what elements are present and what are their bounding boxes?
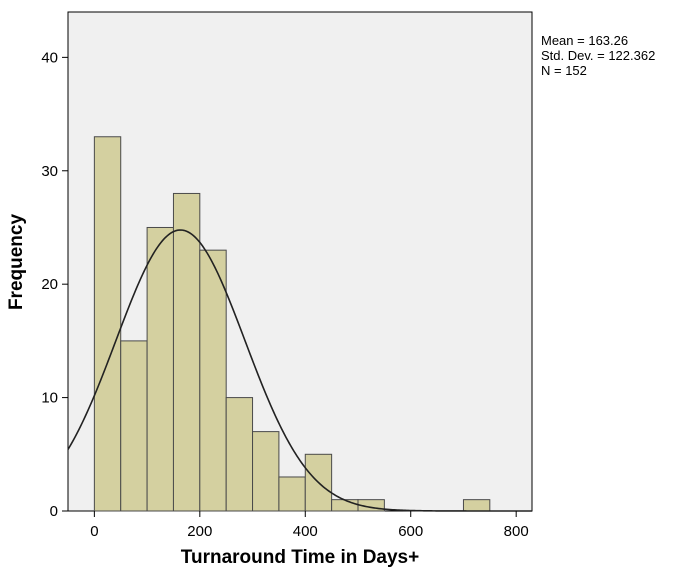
stats-n: N = 152: [541, 63, 587, 78]
y-tick-label: 30: [41, 163, 58, 180]
histogram-bar: [225, 397, 254, 512]
histogram-bar: [93, 136, 122, 512]
histogram-bar: [120, 340, 148, 512]
x-axis-ticks: 0 200 400 600 800: [90, 511, 529, 540]
histogram-bar: [199, 249, 227, 512]
y-tick-label: 10: [41, 390, 58, 407]
histogram-bar: [146, 226, 174, 512]
histogram-bar: [172, 192, 201, 512]
x-tick-label: 400: [293, 523, 318, 540]
histogram-bar: [462, 499, 491, 512]
y-axis-title: Frequency: [6, 214, 27, 311]
x-tick-label: 600: [398, 523, 423, 540]
x-axis-title: Turnaround Time in Days+: [181, 547, 419, 568]
y-tick-label: 40: [41, 49, 58, 66]
histogram-bar: [331, 499, 359, 512]
histogram-bar: [252, 431, 280, 512]
y-tick-label: 0: [50, 503, 58, 520]
x-tick-label: 200: [187, 523, 212, 540]
x-tick-label: 0: [90, 523, 98, 540]
x-tick-label: 800: [504, 523, 529, 540]
normal-curve: [67, 229, 532, 512]
stats-mean: Mean = 163.26: [541, 33, 628, 48]
y-tick-label: 20: [41, 276, 58, 293]
stats-std-dev: Std. Dev. = 122.362: [541, 48, 655, 63]
histogram-bar: [278, 476, 306, 512]
y-axis-ticks: 0 10 20 30 40: [41, 49, 68, 520]
bars-group: [93, 136, 491, 512]
